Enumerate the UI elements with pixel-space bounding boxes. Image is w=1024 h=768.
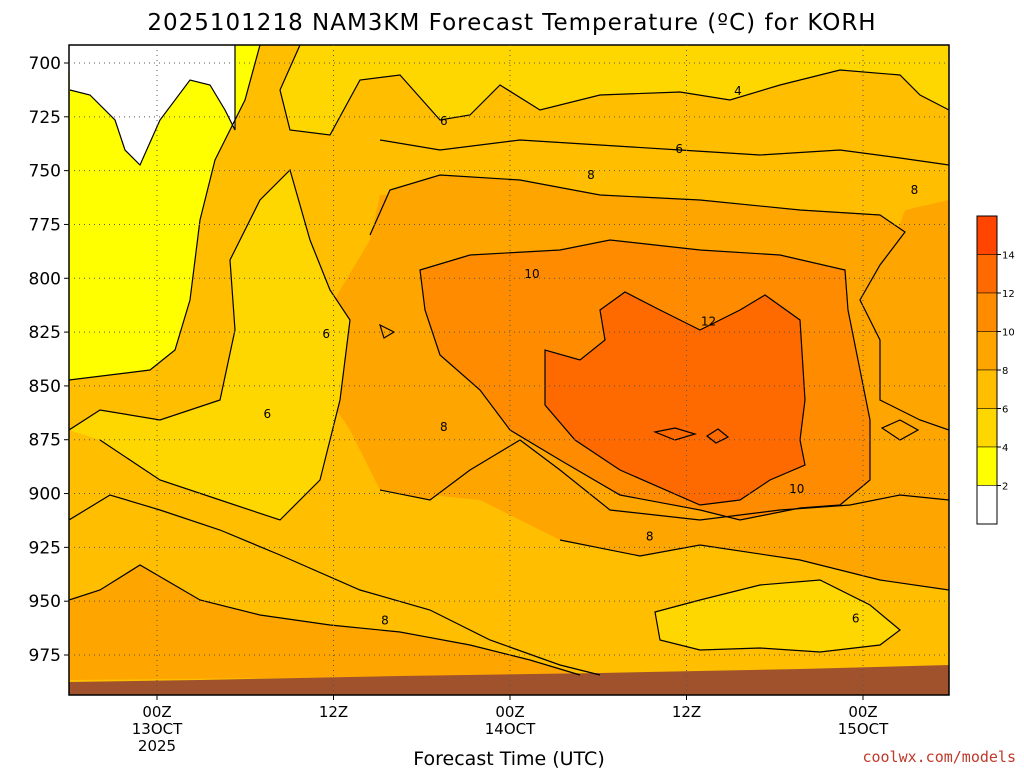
x-tick-label: 2025: [138, 737, 176, 755]
x-tick-label: 14OCT: [485, 720, 536, 738]
contour-label: 8: [587, 168, 595, 182]
contour-label: 8: [440, 420, 448, 434]
y-tick-label: 825: [29, 323, 61, 343]
colorbar-swatch: [976, 254, 998, 294]
y-tick-label: 700: [29, 54, 61, 74]
colorbar-swatch: [976, 369, 998, 409]
contour-label: 4: [734, 84, 742, 98]
y-tick-label: 850: [29, 377, 61, 397]
contour-label: 6: [440, 114, 448, 128]
colorbar: 2 4 6 8 10 12 14: [976, 215, 1015, 525]
plot-frame: [68, 44, 950, 696]
contour-label: 6: [852, 611, 860, 625]
y-tick-label: 925: [29, 538, 61, 558]
contour-label: 10: [789, 482, 804, 496]
colorbar-swatch: [976, 485, 998, 525]
y-tick-label: 900: [29, 485, 61, 505]
colorbar-swatch: [976, 446, 998, 486]
band-8-10-lower: [69, 565, 580, 680]
x-tick-label: 12Z: [319, 703, 348, 721]
colorbar-label: 4: [1002, 443, 1008, 454]
contour-label: 8: [381, 614, 389, 628]
colorbar-swatch: [976, 331, 998, 371]
y-tick-label: 950: [29, 592, 61, 612]
colorbar-label: 10: [1002, 328, 1015, 339]
ground: [69, 665, 949, 695]
colorbar-swatch: [976, 292, 998, 332]
contour-label: 6: [263, 407, 271, 421]
contour-label: 6: [675, 142, 683, 156]
colorbar-label: 2: [1002, 482, 1008, 493]
y-tick-label: 775: [29, 215, 61, 235]
y-tick-label: 800: [29, 269, 61, 289]
colorbar-label: 12: [1002, 289, 1015, 300]
y-tick-label: 725: [29, 108, 61, 128]
colorbar-label: 14: [1002, 251, 1015, 262]
y-axis: 700 725 750 775 800 825 850 875 900 925 950 975: [29, 54, 69, 666]
chart-title: 2025101218 NAM3KM Forecast Temperature (…: [147, 10, 876, 36]
contour-label: 12: [701, 314, 716, 328]
x-tick-label: 13OCT: [132, 720, 183, 738]
contour-lines: [69, 45, 949, 676]
plot-area: [69, 45, 949, 695]
credit-link[interactable]: coolwx.com/models: [862, 748, 1016, 766]
y-tick-label: 875: [29, 431, 61, 451]
colorbar-label: 8: [1002, 366, 1008, 377]
contour-labels: 4 6 6 8 8 10 12 6 6 8 10 8 8 6: [263, 84, 919, 628]
colorbar-swatch: [976, 215, 998, 255]
band-4-6-left: [69, 45, 949, 520]
band-lt-2: [69, 45, 235, 165]
band-2-4: [69, 45, 260, 380]
x-tick-label: 15OCT: [838, 720, 889, 738]
contour-label: 6: [322, 327, 330, 341]
contour-label: 8: [911, 183, 919, 197]
x-tick-label: 00Z: [142, 703, 171, 721]
x-tick-label: 00Z: [848, 703, 877, 721]
y-tick-label: 975: [29, 646, 61, 666]
band-6-8-island: [655, 580, 900, 652]
x-tick-label: 12Z: [672, 703, 701, 721]
x-tick-label: 00Z: [495, 703, 524, 721]
y-tick-label: 750: [29, 162, 61, 182]
x-axis-label: Forecast Time (UTC): [413, 748, 604, 768]
colorbar-swatch: [976, 408, 998, 448]
grid-lines: [69, 45, 949, 695]
contour-label: 10: [524, 267, 539, 281]
band-12-14: [545, 292, 805, 505]
contour-label: 8: [646, 530, 654, 544]
colorbar-label: 6: [1002, 405, 1008, 416]
